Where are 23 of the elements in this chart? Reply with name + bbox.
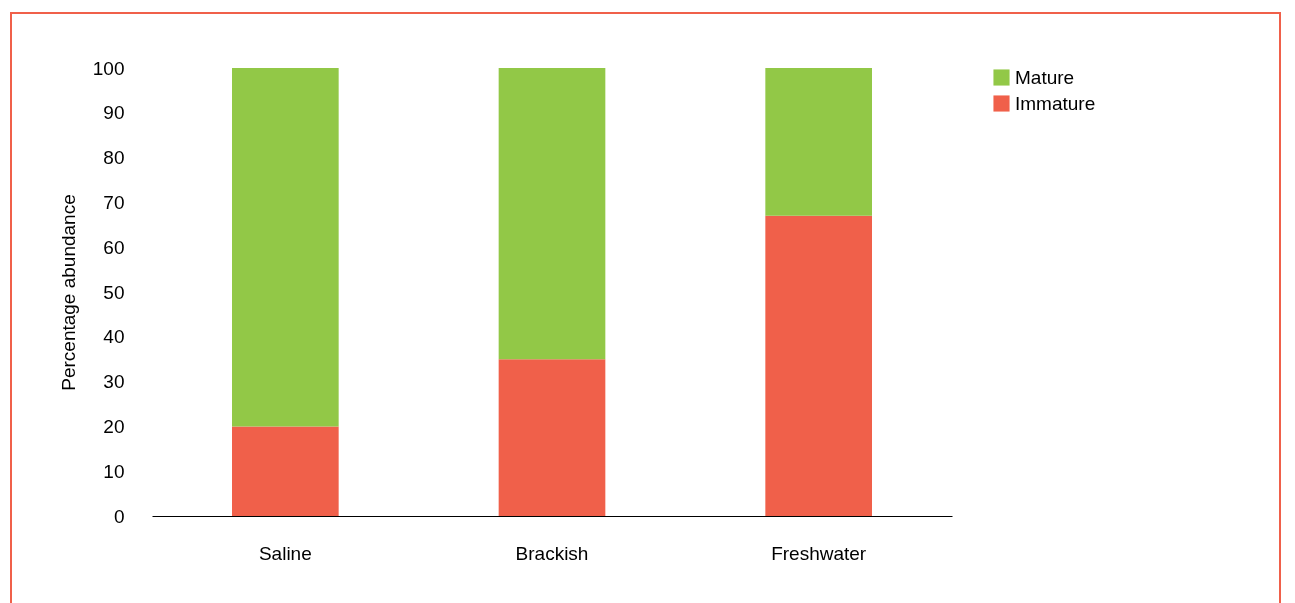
bar <box>765 215 872 516</box>
y-tick-label: 80 <box>103 147 125 169</box>
y-tick-label: 50 <box>103 281 125 303</box>
legend-label: Mature <box>1015 66 1075 88</box>
x-tick-label: Saline <box>258 542 312 564</box>
y-tick-label: 70 <box>103 191 125 213</box>
y-tick-label: 20 <box>103 415 125 437</box>
x-tick-label: Brackish <box>515 542 589 564</box>
y-tick-label: 30 <box>103 371 125 393</box>
y-axis-title: Percentage abundance <box>57 194 79 391</box>
y-tick-label: 40 <box>103 326 125 348</box>
legend-label: Immature <box>1015 92 1096 114</box>
y-tick-label: 90 <box>103 102 125 124</box>
y-tick-label: 60 <box>103 236 125 258</box>
bar <box>232 68 339 427</box>
x-tick-label: Freshwater <box>771 542 867 564</box>
y-tick-label: 100 <box>92 57 125 79</box>
bar <box>498 68 606 360</box>
bar <box>232 426 339 516</box>
y-tick-label: 0 <box>113 505 125 527</box>
y-tick-label: 10 <box>103 460 125 482</box>
bar <box>498 359 606 516</box>
bar <box>765 68 872 216</box>
